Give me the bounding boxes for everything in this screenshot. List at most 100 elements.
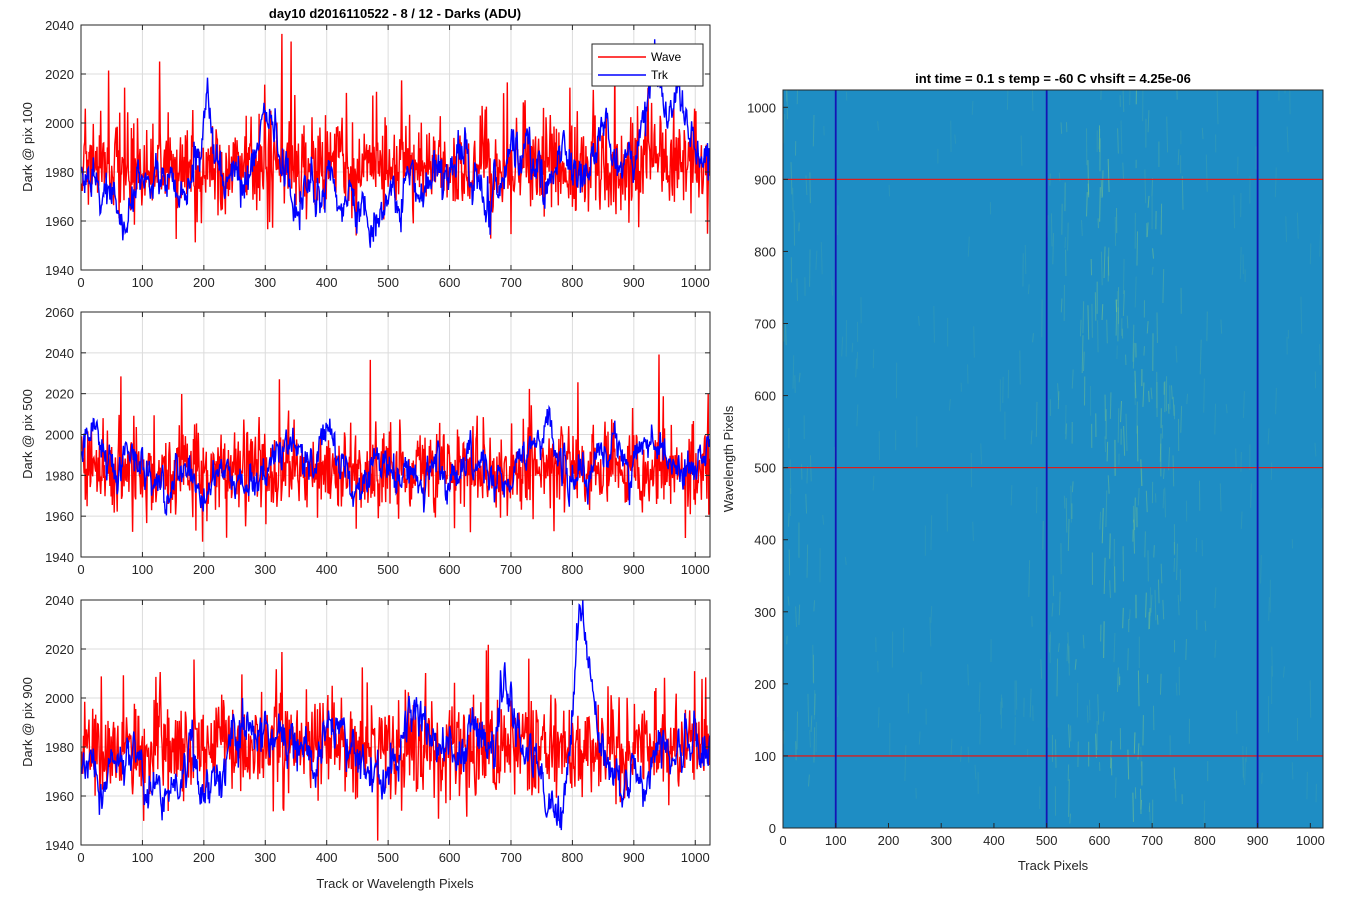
heatmap-streak [933,306,935,343]
heatmap-streak [1159,433,1162,462]
heatmap-streak [1120,120,1123,154]
plot-top-ylabel: Dark @ pix 100 [20,102,35,192]
heatmap-streak [1074,659,1077,670]
heatmap-streak [877,707,880,728]
x-tick-label: 900 [623,850,645,865]
heatmap-streak [1154,589,1157,621]
heatmap-streak [1144,531,1146,558]
heatmap-streak [1132,792,1134,822]
heatmap-y-tick-label: 600 [754,389,776,404]
y-tick-label: 1980 [45,165,74,180]
heatmap-streak [1010,485,1013,506]
heatmap-streak [1176,543,1178,581]
heatmap-streak [948,399,951,411]
heatmap-streak [844,556,847,566]
heatmap-streak [1168,447,1171,471]
y-tick-label: 1940 [45,838,74,853]
heatmap-streak [1040,659,1043,679]
heatmap-streak [1220,319,1223,334]
heatmap-streak [1107,247,1110,282]
heatmap-y-tick-label: 100 [754,749,776,764]
heatmap-streak [1151,266,1154,275]
heatmap-streak [1032,333,1034,343]
heatmap-streak [1233,195,1236,229]
heatmap-streak [1132,342,1135,369]
heatmap-streak [1134,276,1137,308]
heatmap-streak [1097,694,1100,725]
y-tick-label: 2000 [45,691,74,706]
heatmap-streak [1319,224,1322,257]
heatmap-streak [1006,90,1009,110]
y-tick-label: 2040 [45,18,74,33]
x-tick-label: 700 [500,275,522,290]
x-tick-label: 1000 [681,275,710,290]
heatmap-streak [972,521,974,541]
heatmap-title: int time = 0.1 s temp = -60 C vhsift = 4… [915,71,1191,86]
y-tick-label: 1940 [45,550,74,565]
heatmap-streak [1082,301,1085,334]
heatmap-streak [809,730,811,748]
heatmap-streak [789,459,792,494]
heatmap-streak [1250,483,1252,508]
x-tick-label: 1000 [681,562,710,577]
plot-top-series [81,33,710,248]
heatmap-streak [1148,607,1151,630]
heatmap-streak [1106,319,1108,344]
heatmap-streak [1147,195,1150,208]
heatmap-streak [1137,488,1140,506]
heatmap-streak [1309,680,1312,718]
heatmap-streak [815,250,818,270]
x-tick-label: 200 [193,850,215,865]
heatmap-streak [785,90,788,102]
heatmap-streak [1149,806,1151,821]
y-tick-label: 2020 [45,67,74,82]
heatmap-streak [1240,511,1243,529]
x-tick-label: 100 [132,275,154,290]
heatmap-streak [1067,222,1069,251]
plot-bottom-xlabel: Track or Wavelength Pixels [316,876,474,891]
heatmap-streak [1160,563,1163,584]
heatmap-streak [1127,749,1130,780]
heatmap-streak [1020,135,1023,166]
heatmap-streak [1177,594,1180,616]
x-tick-label: 200 [193,275,215,290]
x-tick-label: 400 [316,562,338,577]
heatmap-streak [1028,560,1031,597]
heatmap-streak [1214,587,1217,609]
heatmap-streak [1267,428,1270,445]
heatmap-streak [1122,162,1125,180]
heatmap-streak [806,544,809,578]
heatmap-streak [1126,315,1129,329]
x-tick-label: 0 [77,275,84,290]
heatmap-streak [872,475,875,491]
heatmap-streak [1107,475,1110,494]
x-tick-label: 900 [623,562,645,577]
heatmap-streak [1133,732,1136,754]
heatmap-image [783,90,1323,828]
heatmap-streak [1282,666,1285,678]
heatmap-streak [1098,129,1101,150]
series-wave [81,644,710,841]
heatmap-streak [1157,579,1160,604]
heatmap-streak [1146,321,1149,334]
heatmap-streak [978,682,981,713]
x-tick-label: 800 [562,562,584,577]
heatmap-streak [960,746,962,762]
heatmap-streak [1067,518,1070,551]
heatmap-streak [1244,758,1246,785]
heatmap-streak [973,326,975,358]
heatmap-streak [1101,304,1104,321]
heatmap-streak [1137,743,1140,760]
heatmap-streak [1117,128,1119,154]
heatmap-streak [1204,620,1207,632]
heatmap-streak [1109,392,1112,419]
heatmap-streak [1152,248,1154,259]
series-trk [81,600,710,831]
heatmap-streak [930,605,933,623]
heatmap-streak [787,596,790,606]
heatmap-streak [1150,387,1153,400]
heatmap-streak [1144,169,1147,204]
heatmap-streak [1069,813,1072,824]
heatmap-streak [822,514,825,525]
heatmap-x-tick-label: 100 [825,833,847,848]
